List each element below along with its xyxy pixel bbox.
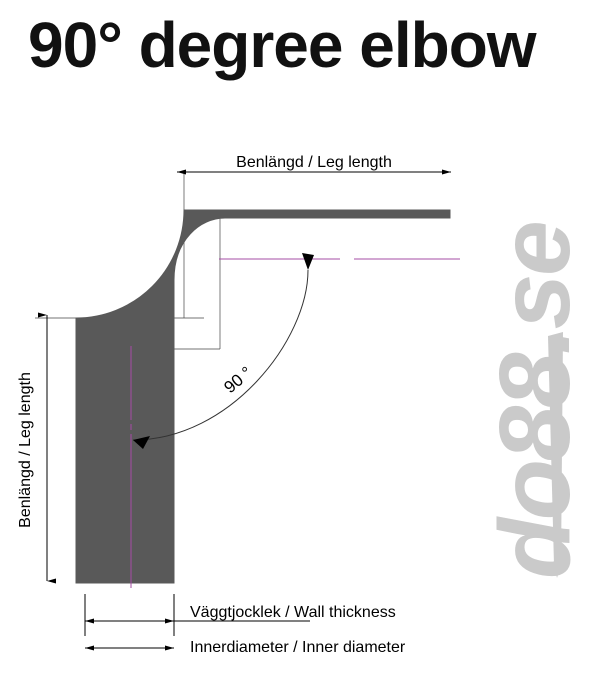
svg-text:90 °: 90 ° — [220, 363, 256, 397]
svg-text:Benlängd / Leg length: Benlängd / Leg length — [17, 372, 34, 528]
svg-text:Innerdiameter / Inner diameter: Innerdiameter / Inner diameter — [190, 639, 406, 656]
svg-text:Väggtjocklek / Wall thickness: Väggtjocklek / Wall thickness — [190, 604, 396, 621]
svg-text:Benlängd / Leg length: Benlängd / Leg length — [236, 154, 392, 171]
